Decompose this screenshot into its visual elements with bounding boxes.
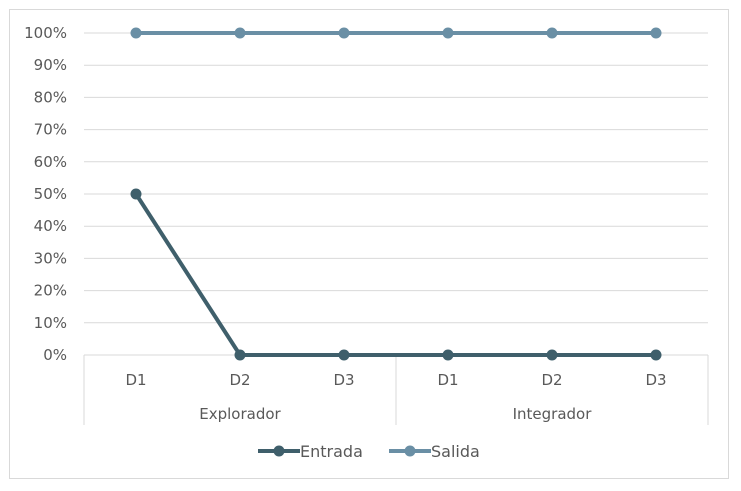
legend-marker (273, 445, 285, 457)
data-point (650, 349, 662, 361)
series-line (134, 192, 658, 357)
y-tick-label: 80% (34, 88, 67, 106)
data-point (650, 27, 662, 39)
legend: Entrada Salida (258, 442, 480, 461)
data-point (442, 349, 454, 361)
x-category-label: D2 (541, 371, 562, 389)
series-salida (130, 27, 662, 39)
series-lines (130, 27, 662, 361)
y-tick-label: 100% (24, 24, 67, 42)
legend-item: Entrada (258, 442, 363, 461)
data-point (338, 27, 350, 39)
data-point (546, 349, 558, 361)
gridlines (84, 32, 708, 324)
data-point (338, 349, 350, 361)
data-point (130, 188, 142, 200)
y-tick-label: 60% (34, 153, 67, 171)
series-entrada (130, 188, 662, 361)
y-tick-label: 0% (43, 346, 67, 364)
x-category-label: D2 (229, 371, 250, 389)
legend-label: Entrada (300, 442, 363, 461)
y-tick-label: 30% (34, 249, 67, 267)
y-tick-label: 40% (34, 217, 67, 235)
data-point (130, 27, 142, 39)
y-tick-label: 70% (34, 121, 67, 139)
y-tick-label: 90% (34, 56, 67, 74)
data-point (234, 27, 246, 39)
chart-frame (9, 9, 729, 479)
legend-label: Salida (431, 442, 480, 461)
x-category-label: D1 (125, 371, 146, 389)
x-category-label: D1 (437, 371, 458, 389)
x-axis-category-labels: D1 D2 D3 D1 D2 D3 (125, 371, 666, 389)
data-point (234, 349, 246, 361)
legend-item: Salida (389, 442, 480, 461)
x-category-label: D3 (645, 371, 666, 389)
data-point (546, 27, 558, 39)
y-axis-tick-labels: 0% 10% 20% 30% 40% 50% 60% 70% 80% 90% 100% (24, 24, 67, 364)
data-point (442, 27, 454, 39)
legend-marker (404, 445, 416, 457)
x-category-label: D3 (333, 371, 354, 389)
x-axis (83, 354, 709, 425)
y-tick-label: 20% (34, 282, 67, 300)
x-axis-group-labels: Explorador Integrador (199, 405, 592, 423)
y-tick-label: 10% (34, 314, 67, 332)
x-group-label: Integrador (513, 405, 593, 423)
y-tick-label: 50% (34, 185, 67, 203)
x-group-label: Explorador (199, 405, 281, 423)
